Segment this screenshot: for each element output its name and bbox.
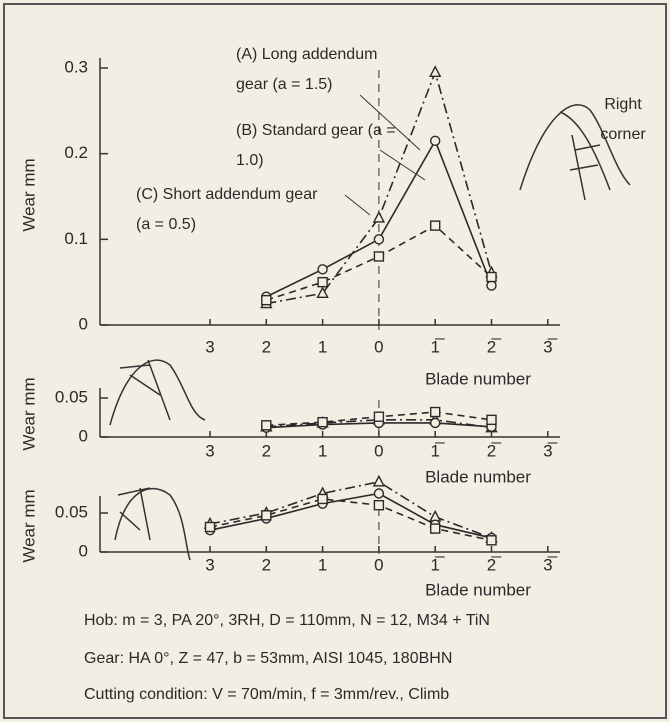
marker: [317, 276, 328, 288]
annotation: Right corner: [600, 96, 646, 143]
x-tick-label: 3: [205, 555, 214, 574]
x-tick-label: 1: [318, 441, 327, 460]
y-tick-label: 0.3: [64, 57, 88, 76]
y-axis-label: Wear mm: [19, 377, 38, 450]
marker: [372, 210, 386, 223]
series-label: (B) Standard gear (a = 1.0): [236, 122, 396, 169]
frame: [3, 3, 667, 719]
series-line: [209, 480, 492, 539]
marker: [486, 280, 497, 291]
x-tick-label: 0: [374, 441, 383, 460]
marker: [430, 220, 441, 231]
x-tick-label: 2: [262, 441, 271, 460]
y-tick-label: 0: [79, 541, 88, 560]
x-tick-label: 1̅: [430, 441, 444, 460]
marker: [486, 414, 497, 426]
y-tick-label: 0.05: [55, 387, 88, 406]
marker: [261, 510, 272, 521]
x-tick-label: 0: [374, 555, 383, 574]
note: Gear: HA 0°, Z = 47, b = 53mm, AISI 1045…: [84, 650, 453, 667]
marker: [430, 417, 441, 429]
y-tick-label: 0.05: [55, 502, 88, 521]
marker: [373, 411, 385, 422]
x-tick-label: 1: [318, 555, 327, 574]
marker: [316, 286, 329, 299]
marker: [486, 535, 497, 546]
leader-line: [359, 94, 421, 151]
x-tick-label: 2̅: [487, 555, 501, 574]
marker: [372, 474, 386, 487]
tooth-sketches: [109, 104, 631, 561]
x-axis-label: Blade number: [425, 467, 531, 486]
x-tick-label: 2: [262, 337, 271, 356]
x-axis-label: Blade number: [425, 369, 531, 388]
x-tick-label: 1̅: [430, 337, 444, 356]
marker: [430, 523, 441, 534]
y-tick-label: 0.1: [64, 229, 88, 248]
x-tick-label: 2̅: [487, 337, 501, 356]
note: Cutting condition: V = 70m/min, f = 3mm/…: [84, 686, 450, 703]
y-tick-label: 0: [79, 314, 88, 333]
marker: [373, 251, 385, 262]
x-tick-label: 3̅: [543, 555, 557, 574]
marker: [373, 500, 385, 511]
x-tick-label: 3̅: [543, 337, 557, 356]
marker: [317, 264, 328, 275]
marker: [261, 294, 272, 306]
marker: [261, 420, 272, 431]
series-label: (C) Short addendum gear (a = 0.5): [136, 186, 318, 233]
x-tick-label: 3̅: [543, 441, 557, 460]
x-tick-label: 3: [205, 337, 214, 356]
marker: [373, 488, 385, 499]
series-line: [209, 498, 492, 542]
series-line: [266, 419, 492, 429]
leader-line: [344, 194, 371, 216]
x-tick-label: 2̅: [487, 441, 501, 460]
x-tick-label: 1̅: [430, 555, 444, 574]
note: Hob: m = 3, PA 20°, 3RH, D = 110mm, N = …: [84, 612, 490, 629]
marker: [429, 65, 442, 77]
y-tick-label: 0.2: [64, 143, 88, 162]
x-tick-label: 2: [262, 555, 271, 574]
marker: [429, 509, 442, 522]
marker: [373, 234, 385, 245]
marker: [317, 416, 328, 428]
x-tick-label: 0: [374, 337, 383, 356]
leader-line: [379, 149, 426, 181]
marker: [486, 271, 497, 283]
marker: [204, 521, 216, 533]
marker: [430, 135, 441, 147]
y-tick-label: 0: [79, 426, 88, 445]
marker: [430, 406, 441, 418]
marker: [317, 493, 328, 505]
x-axis-label: Blade number: [425, 580, 531, 599]
series-line: [209, 492, 492, 539]
series-label: (A) Long addendum gear (a = 1.5): [236, 46, 378, 93]
y-axis-label: Wear mm: [19, 489, 38, 562]
x-tick-label: 1: [318, 337, 327, 356]
x-tick-label: 3: [205, 441, 214, 460]
y-axis-label: Wear mm: [19, 158, 38, 231]
